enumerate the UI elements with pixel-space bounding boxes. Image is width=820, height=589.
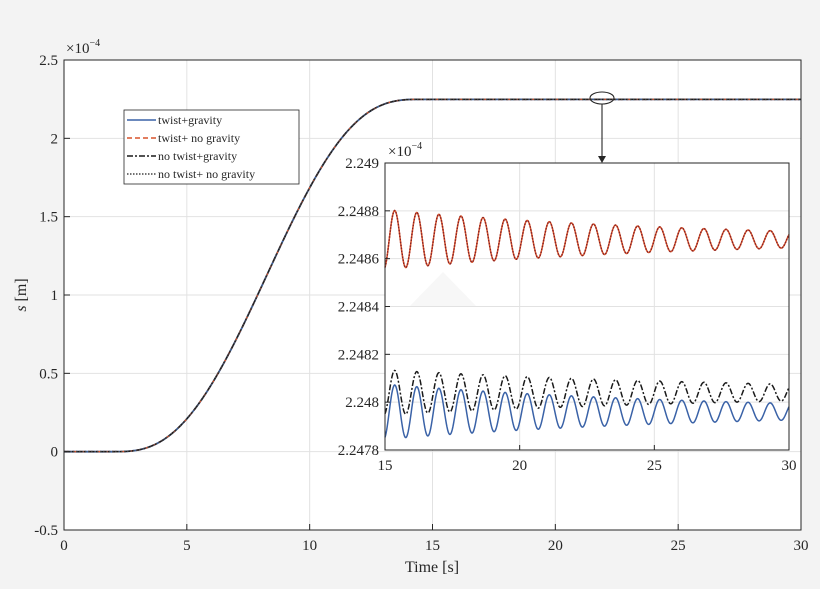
main-y-tick-label: 2.5 (39, 53, 58, 69)
inset-x-tick-label: 15 (378, 458, 393, 474)
legend-label-no-twist-no-gravity: no twist+ no gravity (158, 167, 255, 181)
zoom-indicator (589, 91, 615, 163)
main-x-tick-label: 15 (425, 538, 440, 554)
legend: twist+gravity twist+ no gravity no twist… (123, 109, 300, 185)
inset-x-tick-label: 25 (647, 458, 662, 474)
main-series-line-3 (64, 98, 801, 453)
main-x-tick-label: 30 (794, 538, 809, 554)
main-y-tick-label: 1 (51, 288, 59, 304)
inset-y-tick-label: 2.248 (345, 395, 379, 411)
main-y-tick-label: 2 (51, 131, 59, 147)
y-axis-label: s [m] (13, 278, 30, 311)
watermark-shape (410, 272, 476, 306)
inset-y-tick-label: 2.2488 (338, 204, 379, 220)
zoom-arrow-head (598, 156, 606, 163)
main-y-tick-label: -0.5 (34, 523, 58, 539)
main-y-tick-label: 0 (51, 445, 59, 461)
inset-series-line-2 (384, 369, 790, 415)
main-y-tick-label: 1.5 (39, 210, 58, 226)
legend-label-no-twist-gravity: no twist+gravity (158, 149, 237, 163)
inset-x-tick-label: 30 (782, 458, 797, 474)
legend-box (123, 109, 300, 185)
inset-series-line-1 (384, 209, 790, 269)
legend-label-twist-gravity: twist+gravity (158, 113, 222, 127)
main-x-tick-label: 5 (183, 538, 191, 554)
inset-series (384, 209, 790, 439)
main-ticks: 0 5 10 15 20 25 30-0.500.511.522.5 (34, 53, 808, 554)
main-series (64, 98, 801, 453)
main-x-tick-label: 20 (548, 538, 563, 554)
legend-label-twist-no-gravity: twist+ no gravity (158, 131, 240, 145)
inset-series-line-3 (384, 384, 790, 439)
main-x-tick-label: 10 (302, 538, 317, 554)
main-exponent: ×10−4 (66, 38, 100, 57)
main-x-tick-label: 25 (671, 538, 686, 554)
inset-y-tick-label: 2.249 (345, 156, 379, 172)
inset-y-tick-label: 2.2484 (338, 300, 380, 316)
inset-ticks: 15 20 25 30 2.2478 2.248 2.2482 2.2484 2.2486 2.2… (338, 156, 797, 474)
x-axis-label: Time [s] (405, 559, 459, 576)
inset-exponent: ×10−4 (388, 141, 422, 160)
inset-plot: 15 20 25 30 2.2478 2.248 2.2482 2.2484 2.2486 2.2… (338, 141, 797, 474)
inset-y-tick-label: 2.2482 (338, 347, 379, 363)
main-y-tick-label: 0.5 (39, 366, 58, 382)
inset-x-tick-label: 20 (512, 458, 527, 474)
inset-y-tick-label: 2.2486 (338, 252, 380, 268)
inset-y-tick-label: 2.2478 (338, 443, 379, 459)
main-x-tick-label: 0 (60, 538, 68, 554)
